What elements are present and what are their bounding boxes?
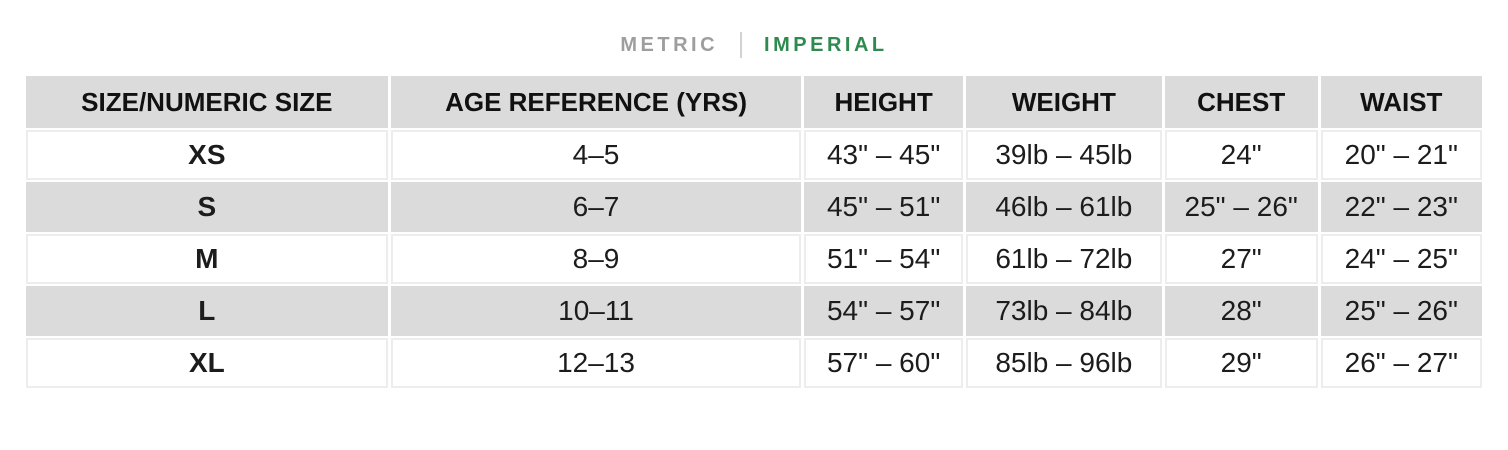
- cell-waist: 22" – 23": [1320, 182, 1482, 232]
- cell-size: L: [26, 286, 388, 336]
- table-row-s: S 6–7 45" – 51" 46lb – 61lb 25" – 26" 22…: [26, 182, 1482, 232]
- cell-weight: 61lb – 72lb: [965, 234, 1162, 284]
- cell-chest: 25" – 26": [1164, 182, 1318, 232]
- column-header-chest: CHEST: [1164, 76, 1318, 128]
- toggle-divider: [740, 32, 743, 58]
- table-row-xs: XS 4–5 43" – 45" 39lb – 45lb 24" 20" – 2…: [26, 130, 1482, 180]
- cell-size: XS: [26, 130, 388, 180]
- column-header-age: AGE REFERENCE (YRS): [390, 76, 802, 128]
- cell-age: 4–5: [390, 130, 802, 180]
- cell-waist: 20" – 21": [1320, 130, 1482, 180]
- column-header-waist: WAIST: [1320, 76, 1482, 128]
- cell-weight: 85lb – 96lb: [965, 338, 1162, 388]
- table-row-xl: XL 12–13 57" – 60" 85lb – 96lb 29" 26" –…: [26, 338, 1482, 388]
- cell-height: 43" – 45": [804, 130, 963, 180]
- cell-waist: 25" – 26": [1320, 286, 1482, 336]
- column-header-height: HEIGHT: [804, 76, 963, 128]
- cell-waist: 24" – 25": [1320, 234, 1482, 284]
- cell-age: 6–7: [390, 182, 802, 232]
- column-header-size: SIZE/NUMERIC SIZE: [26, 76, 388, 128]
- cell-chest: 28": [1164, 286, 1318, 336]
- table-row-l: L 10–11 54" – 57" 73lb – 84lb 28" 25" – …: [26, 286, 1482, 336]
- column-header-weight: WEIGHT: [965, 76, 1162, 128]
- imperial-toggle-option[interactable]: IMPERIAL: [764, 34, 888, 56]
- table-row-m: M 8–9 51" – 54" 61lb – 72lb 27" 24" – 25…: [26, 234, 1482, 284]
- cell-height: 57" – 60": [804, 338, 963, 388]
- cell-size: S: [26, 182, 388, 232]
- cell-age: 12–13: [390, 338, 802, 388]
- cell-waist: 26" – 27": [1320, 338, 1482, 388]
- cell-weight: 39lb – 45lb: [965, 130, 1162, 180]
- metric-toggle-option[interactable]: METRIC: [620, 34, 719, 56]
- cell-height: 54" – 57": [804, 286, 963, 336]
- cell-age: 8–9: [390, 234, 802, 284]
- header-row: SIZE/NUMERIC SIZE AGE REFERENCE (YRS) HE…: [26, 76, 1482, 128]
- cell-height: 45" – 51": [804, 182, 963, 232]
- unit-toggle: METRIC IMPERIAL: [0, 0, 1508, 58]
- cell-size: XL: [26, 338, 388, 388]
- cell-size: M: [26, 234, 388, 284]
- cell-height: 51" – 54": [804, 234, 963, 284]
- cell-chest: 27": [1164, 234, 1318, 284]
- cell-weight: 46lb – 61lb: [965, 182, 1162, 232]
- cell-age: 10–11: [390, 286, 802, 336]
- cell-weight: 73lb – 84lb: [965, 286, 1162, 336]
- cell-chest: 29": [1164, 338, 1318, 388]
- cell-chest: 24": [1164, 130, 1318, 180]
- size-chart-table: SIZE/NUMERIC SIZE AGE REFERENCE (YRS) HE…: [23, 74, 1485, 390]
